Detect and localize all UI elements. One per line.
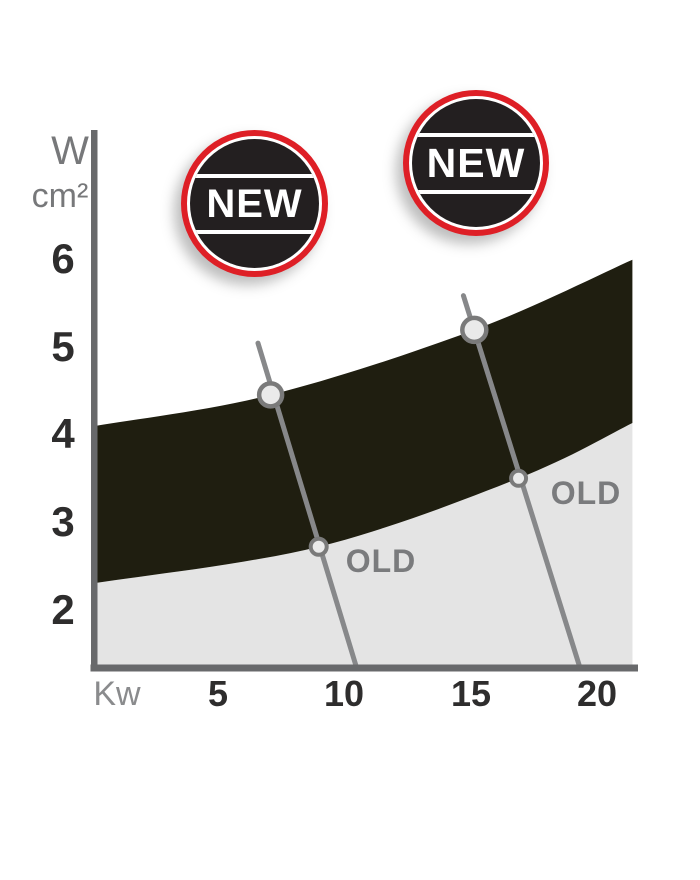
marker-old-4	[509, 468, 529, 488]
old-band-area	[97, 423, 633, 665]
new-badge-1: NEW	[181, 130, 328, 277]
y-axis-unit-denominator: cm²	[31, 177, 89, 215]
badge-disc: NEW	[412, 99, 540, 227]
x-axis-line	[90, 664, 638, 672]
y-tick-label-5: 5	[51, 323, 75, 370]
y-tick-label-2: 2	[51, 586, 75, 633]
marker-new-1	[256, 381, 285, 409]
badge-stripe-top	[190, 173, 319, 178]
y-tick-label-3: 3	[51, 498, 75, 545]
y-tick-label-4: 4	[51, 410, 75, 457]
badge-label: NEW	[426, 139, 526, 186]
badge-stripe-top	[412, 132, 540, 137]
y-axis-unit-numerator: W	[51, 129, 89, 173]
new-band-area	[97, 259, 633, 583]
x-tick-label-10: 10	[323, 673, 365, 714]
marker-old-2	[308, 536, 329, 557]
x-tick-label-5: 5	[207, 673, 229, 714]
badge-disc: NEW	[190, 139, 319, 268]
old-annotation-2: OLD	[550, 475, 622, 511]
badge-stripe-bottom	[190, 229, 319, 234]
x-tick-label-15: 15	[450, 673, 492, 714]
marker-new-3	[460, 315, 489, 345]
y-axis-line	[91, 130, 98, 672]
y-tick-label-6: 6	[51, 235, 75, 282]
x-tick-label-20: 20	[576, 673, 618, 714]
new-badge-2: NEW	[403, 90, 549, 236]
badge-stripe-bottom	[412, 189, 540, 194]
badge-label: NEW	[206, 181, 303, 226]
old-annotation-1: OLD	[345, 543, 417, 579]
x-axis-unit-label: Kw	[93, 675, 141, 713]
